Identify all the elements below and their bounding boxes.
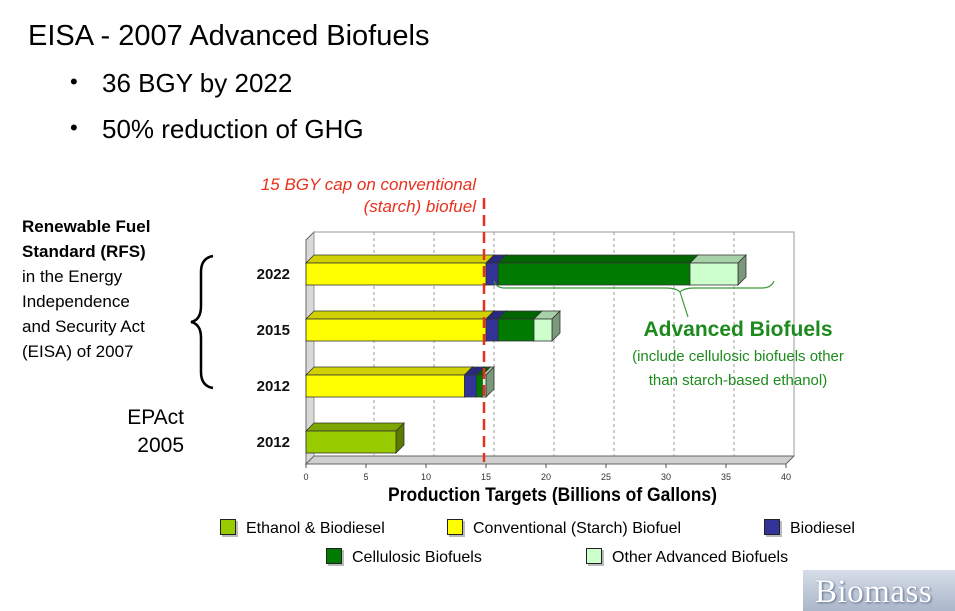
cap-annotation: 15 BGY cap on conventional (starch) biof…: [190, 174, 476, 218]
x-tick-label: 20: [541, 472, 551, 482]
category-label: 2012: [257, 434, 290, 451]
advanced-subtitle-line: (include cellulosic biofuels other: [632, 348, 844, 365]
category-label: 2022: [257, 266, 290, 283]
biomass-logo: Biomass: [803, 570, 955, 611]
epact-label: EPAct 2005: [100, 404, 184, 460]
bullet-dot-icon: •: [70, 115, 78, 140]
bar-front-face: [497, 262, 691, 286]
plot-floor: [304, 455, 796, 465]
bar-top-face: [305, 422, 405, 432]
advanced-pointer: [679, 291, 689, 318]
rfs-text-line: Independence: [22, 292, 130, 311]
legend-swatch: [326, 548, 342, 564]
bar-segment: [305, 366, 474, 398]
legend-label: Ethanol & Biodiesel: [246, 520, 385, 537]
bar-front-face: [485, 318, 499, 342]
rfs-text-line: (EISA) of 2007: [22, 342, 134, 361]
bullet-dot-icon: •: [70, 69, 78, 94]
annotations: [190, 198, 775, 462]
category-label: 2012: [257, 378, 290, 395]
rfs-text-line: in the Energy: [22, 267, 123, 286]
bar-front-face: [463, 374, 477, 398]
bar-segment: [305, 310, 495, 342]
cap-annotation-line: 15 BGY cap on conventional: [260, 175, 476, 194]
x-tick-labels: 0 5 10 15 20 25 30 35 40: [303, 464, 791, 482]
bar-front-face: [475, 374, 483, 398]
x-axis-label: Production Targets (Billions of Gallons): [388, 485, 717, 506]
x-tick-label: 10: [421, 472, 431, 482]
x-tick-label: 40: [781, 472, 791, 482]
legend-swatch: [586, 548, 602, 564]
category-labels: 2022 2015 2012 2012: [257, 266, 290, 451]
x-tick-label: 5: [363, 472, 368, 482]
bar-front-face: [497, 318, 535, 342]
epact-line: 2005: [137, 434, 184, 457]
legend-item: Conventional (Starch) Biofuel: [447, 519, 681, 538]
legend-item: Other Advanced Biofuels: [586, 548, 788, 567]
bar-segment: [689, 254, 747, 286]
bar-segment: [497, 254, 699, 286]
advanced-biofuels-subtitle: (include cellulosic biofuels other than …: [598, 345, 878, 393]
legend-label: Other Advanced Biofuels: [612, 549, 789, 566]
legend-item: Cellulosic Biofuels: [326, 548, 482, 567]
bar-segment: [533, 310, 561, 342]
x-tick-label: 15: [481, 472, 491, 482]
rfs-title-line: Renewable Fuel: [22, 217, 151, 236]
epact-line: EPAct: [127, 406, 184, 429]
bar-front-face: [305, 262, 487, 286]
bar-front-face: [305, 374, 465, 398]
rfs-title-line: Standard (RFS): [22, 242, 146, 261]
legend-label: Cellulosic Biofuels: [352, 549, 482, 566]
bar-segment: [305, 422, 405, 454]
cap-annotation-line: (starch) biofuel: [363, 197, 476, 216]
curly-brace: [190, 254, 214, 390]
slide-title: EISA - 2007 Advanced Biofuels: [28, 20, 430, 52]
bar-front-face: [305, 430, 397, 454]
bar-top-face: [305, 310, 495, 320]
legend-swatch: [220, 519, 236, 535]
advanced-biofuels-title: Advanced Biofuels: [643, 318, 833, 341]
x-tick-label: 30: [661, 472, 671, 482]
bullet-text: 36 BGY by 2022: [102, 68, 293, 98]
advanced-subtitle-line: than starch-based ethanol): [648, 372, 828, 389]
legend-label: Biodiesel: [790, 520, 855, 537]
bar-front-face: [305, 318, 487, 342]
bar-front-face: [533, 318, 553, 342]
x-tick-label: 0: [303, 472, 308, 482]
legend-item: Ethanol & Biodiesel: [220, 519, 385, 538]
rfs-label: Renewable Fuel Standard (RFS) in the Ene…: [22, 214, 192, 364]
bullet-text: 50% reduction of GHG: [102, 114, 364, 144]
bullet-item: • 50% reduction of GHG: [70, 114, 364, 145]
x-tick-label: 25: [601, 472, 611, 482]
category-label: 2015: [257, 322, 290, 339]
legend-swatch: [447, 519, 463, 535]
bullet-item: • 36 BGY by 2022: [70, 68, 292, 99]
bar-top-face: [497, 254, 699, 264]
bar-segment: [305, 254, 495, 286]
bars: [305, 254, 747, 454]
bar-front-face: [485, 262, 499, 286]
x-tick-label: 35: [721, 472, 731, 482]
rfs-text-line: and Security Act: [22, 317, 145, 336]
legend-label: Conventional (Starch) Biofuel: [473, 520, 682, 537]
bar-top-face: [305, 254, 495, 264]
legend-item: Biodiesel: [764, 519, 855, 538]
logo-text: Biomass: [815, 574, 933, 610]
legend-swatch: [764, 519, 780, 535]
bar-front-face: [689, 262, 739, 286]
bar-top-face: [689, 254, 747, 264]
bar-top-face: [305, 366, 474, 376]
